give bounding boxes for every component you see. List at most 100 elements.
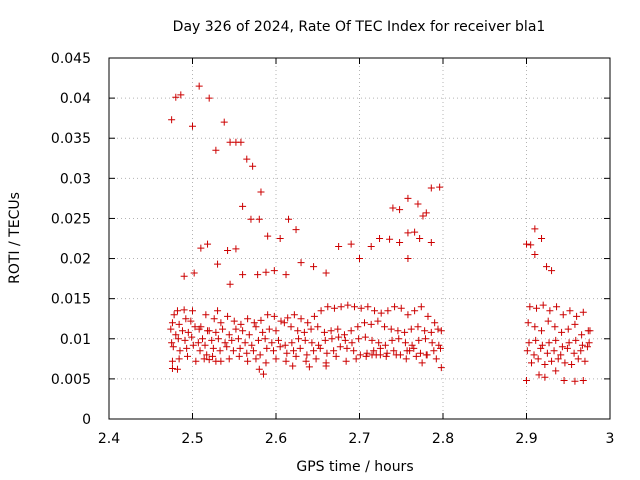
data-point — [263, 344, 271, 352]
data-point — [427, 328, 435, 336]
data-point — [221, 339, 229, 347]
data-point — [355, 335, 363, 343]
data-point — [277, 317, 285, 325]
data-point — [404, 229, 412, 237]
data-point — [554, 355, 562, 363]
data-point — [297, 315, 305, 323]
data-point — [285, 215, 293, 223]
data-point — [172, 93, 180, 101]
data-point — [347, 240, 355, 248]
data-point — [232, 245, 240, 253]
data-point — [350, 347, 358, 355]
data-point — [371, 307, 379, 315]
data-point — [543, 349, 551, 357]
data-point — [416, 349, 424, 357]
data-point — [324, 303, 332, 311]
x-tick-label: 2.7 — [348, 431, 370, 447]
data-point — [289, 362, 297, 370]
data-point — [376, 344, 384, 352]
data-point — [321, 336, 329, 344]
data-point — [205, 94, 213, 102]
data-point — [268, 339, 276, 347]
data-point — [387, 325, 395, 333]
data-point — [254, 271, 262, 279]
data-point — [301, 336, 309, 344]
data-point — [424, 312, 432, 320]
data-point — [237, 320, 245, 328]
data-point — [259, 328, 267, 336]
y-tick-label: 0.045 — [51, 51, 91, 67]
data-point — [401, 339, 409, 347]
data-point — [561, 359, 569, 367]
data-point — [327, 327, 335, 335]
data-point — [544, 317, 552, 325]
data-point — [550, 347, 558, 355]
data-point — [541, 360, 549, 368]
data-point — [337, 303, 345, 311]
data-point — [386, 235, 394, 243]
data-point — [344, 301, 352, 309]
data-point — [181, 336, 189, 344]
data-point — [376, 235, 384, 242]
data-point — [342, 357, 350, 365]
data-point — [572, 336, 580, 344]
data-point — [217, 319, 225, 327]
data-point — [568, 360, 576, 368]
data-point — [415, 336, 423, 344]
data-point — [199, 335, 207, 343]
data-point — [292, 226, 300, 234]
data-point — [394, 327, 402, 335]
data-point — [530, 351, 538, 359]
data-point — [356, 255, 363, 263]
data-point — [264, 311, 272, 319]
data-point — [189, 122, 196, 130]
y-tick-label: 0.03 — [60, 171, 91, 187]
data-point — [305, 363, 313, 371]
data-point — [367, 320, 375, 328]
data-point — [302, 357, 310, 365]
data-point — [361, 333, 369, 341]
data-point — [545, 339, 553, 347]
data-point — [257, 188, 265, 196]
data-point — [225, 355, 233, 363]
data-point — [437, 327, 445, 335]
y-tick-label: 0.015 — [51, 292, 91, 308]
data-point — [404, 311, 412, 319]
data-point — [168, 357, 176, 365]
data-point — [236, 344, 244, 352]
data-point — [523, 347, 531, 355]
data-point — [257, 316, 265, 324]
data-point — [249, 347, 257, 355]
data-point — [421, 327, 429, 335]
data-point — [224, 247, 232, 255]
data-point — [284, 314, 292, 322]
data-point — [237, 138, 245, 146]
x-tick-label: 3 — [606, 431, 615, 447]
data-point — [167, 325, 175, 333]
data-point — [261, 335, 269, 343]
data-point — [303, 351, 311, 359]
data-point — [290, 347, 298, 355]
data-point — [183, 344, 191, 352]
x-tick-label: 2.9 — [515, 431, 537, 447]
data-point — [578, 331, 586, 339]
data-point — [209, 344, 217, 352]
data-point — [343, 344, 351, 352]
data-point — [244, 315, 252, 323]
data-point — [168, 364, 176, 372]
data-point — [276, 235, 284, 242]
plot-frame — [108, 57, 611, 420]
data-point — [202, 311, 210, 319]
y-tick-label: 0.005 — [51, 372, 91, 388]
data-point — [252, 323, 260, 331]
data-point — [297, 259, 305, 267]
data-point — [330, 304, 338, 312]
data-point — [396, 206, 404, 214]
data-point — [362, 352, 370, 360]
data-point — [538, 341, 546, 349]
data-point — [239, 327, 247, 335]
data-point — [364, 303, 372, 311]
data-point — [190, 269, 198, 277]
data-point — [219, 325, 227, 333]
data-point — [200, 355, 208, 363]
